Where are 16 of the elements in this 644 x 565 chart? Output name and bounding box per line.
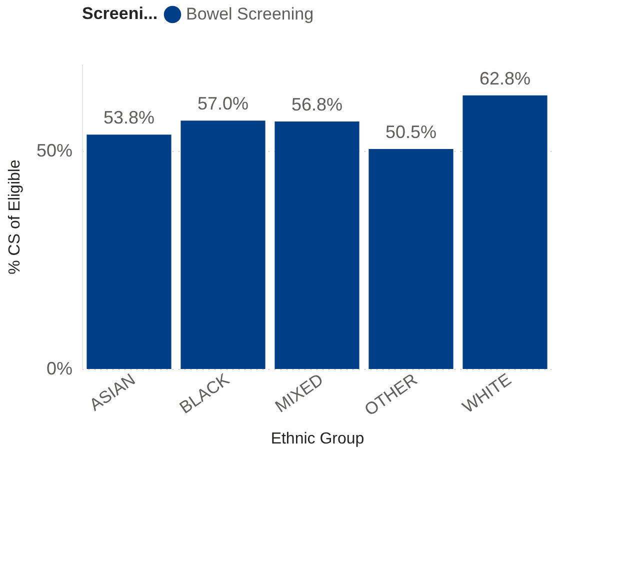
bar — [368, 148, 454, 369]
legend-label: Bowel Screening — [186, 4, 314, 24]
bar — [180, 120, 266, 369]
legend-title: Screeni... — [82, 4, 158, 23]
data-label: 50.5% — [385, 122, 437, 142]
y-axis-title: % CS of Eligible — [6, 160, 24, 274]
y-tick-label: 50% — [36, 140, 72, 161]
data-label: 62.8% — [479, 68, 531, 88]
data-label: 56.8% — [291, 94, 343, 115]
bar — [274, 122, 360, 369]
data-label: 57.0% — [197, 94, 249, 114]
bar — [462, 95, 548, 369]
x-axis-title: Ethnic Group — [270, 430, 364, 448]
data-label: 53.8% — [103, 108, 155, 128]
bar — [86, 134, 172, 369]
y-tick-label: 0% — [46, 358, 72, 378]
